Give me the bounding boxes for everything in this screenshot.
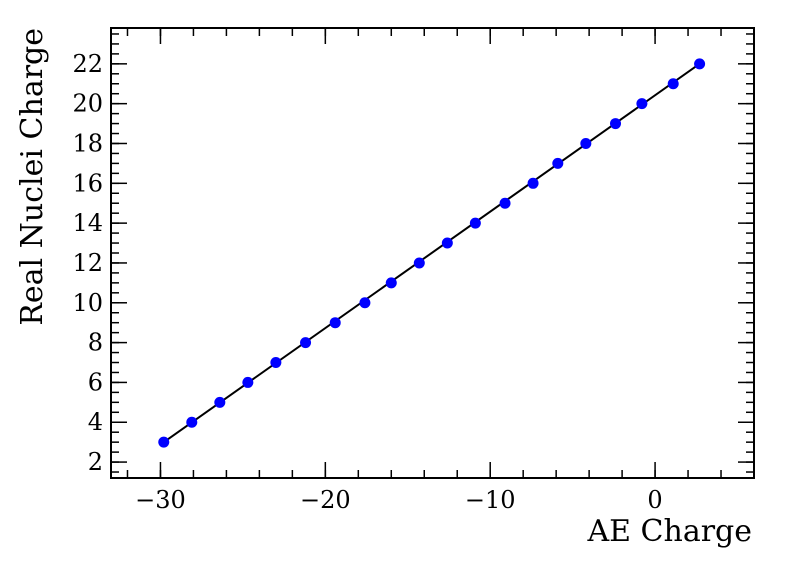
data-point bbox=[214, 396, 226, 408]
data-point bbox=[527, 177, 539, 189]
x-tick-label: −20 bbox=[300, 486, 351, 514]
x-tick-labels: −30 −20 −10 0 bbox=[135, 486, 663, 514]
y-tick-label: 8 bbox=[88, 329, 103, 357]
x-axis-title: AE Charge bbox=[586, 514, 752, 549]
data-point bbox=[413, 257, 425, 269]
y-tick-label: 10 bbox=[72, 289, 103, 317]
y-axis-title: Real Nuclei Charge bbox=[15, 28, 50, 326]
y-tick-label: 6 bbox=[88, 368, 103, 396]
y-tick-label: 2 bbox=[88, 448, 103, 476]
data-points bbox=[158, 58, 706, 448]
data-point bbox=[610, 118, 622, 130]
data-point bbox=[359, 297, 371, 309]
data-point bbox=[242, 376, 254, 388]
y-tick-label: 16 bbox=[72, 169, 103, 197]
y-tick-label: 20 bbox=[72, 90, 103, 118]
data-point bbox=[441, 237, 453, 249]
y-tick-label: 18 bbox=[72, 129, 103, 157]
major-ticks bbox=[111, 28, 754, 478]
data-point bbox=[499, 197, 511, 209]
x-tick-label: −10 bbox=[465, 486, 516, 514]
y-tick-label: 14 bbox=[72, 209, 103, 237]
y-tick-label: 4 bbox=[88, 408, 103, 436]
data-point bbox=[469, 217, 481, 229]
data-point bbox=[552, 157, 564, 169]
data-point bbox=[385, 277, 397, 289]
data-point bbox=[580, 137, 592, 149]
x-tick-label: 0 bbox=[647, 486, 662, 514]
fit-line bbox=[163, 63, 701, 443]
x-tick-label: −30 bbox=[135, 486, 186, 514]
y-tick-label: 22 bbox=[72, 50, 103, 78]
data-point bbox=[300, 337, 312, 349]
data-point bbox=[694, 58, 706, 70]
y-tick-label: 12 bbox=[72, 249, 103, 277]
data-point bbox=[667, 78, 679, 90]
data-point bbox=[158, 436, 170, 448]
data-point bbox=[329, 317, 341, 329]
data-point bbox=[270, 357, 282, 369]
plot-frame bbox=[110, 27, 755, 479]
y-tick-labels: 2 4 6 8 10 12 14 16 18 20 22 bbox=[72, 50, 103, 476]
data-point bbox=[636, 98, 648, 110]
data-point bbox=[186, 416, 198, 428]
